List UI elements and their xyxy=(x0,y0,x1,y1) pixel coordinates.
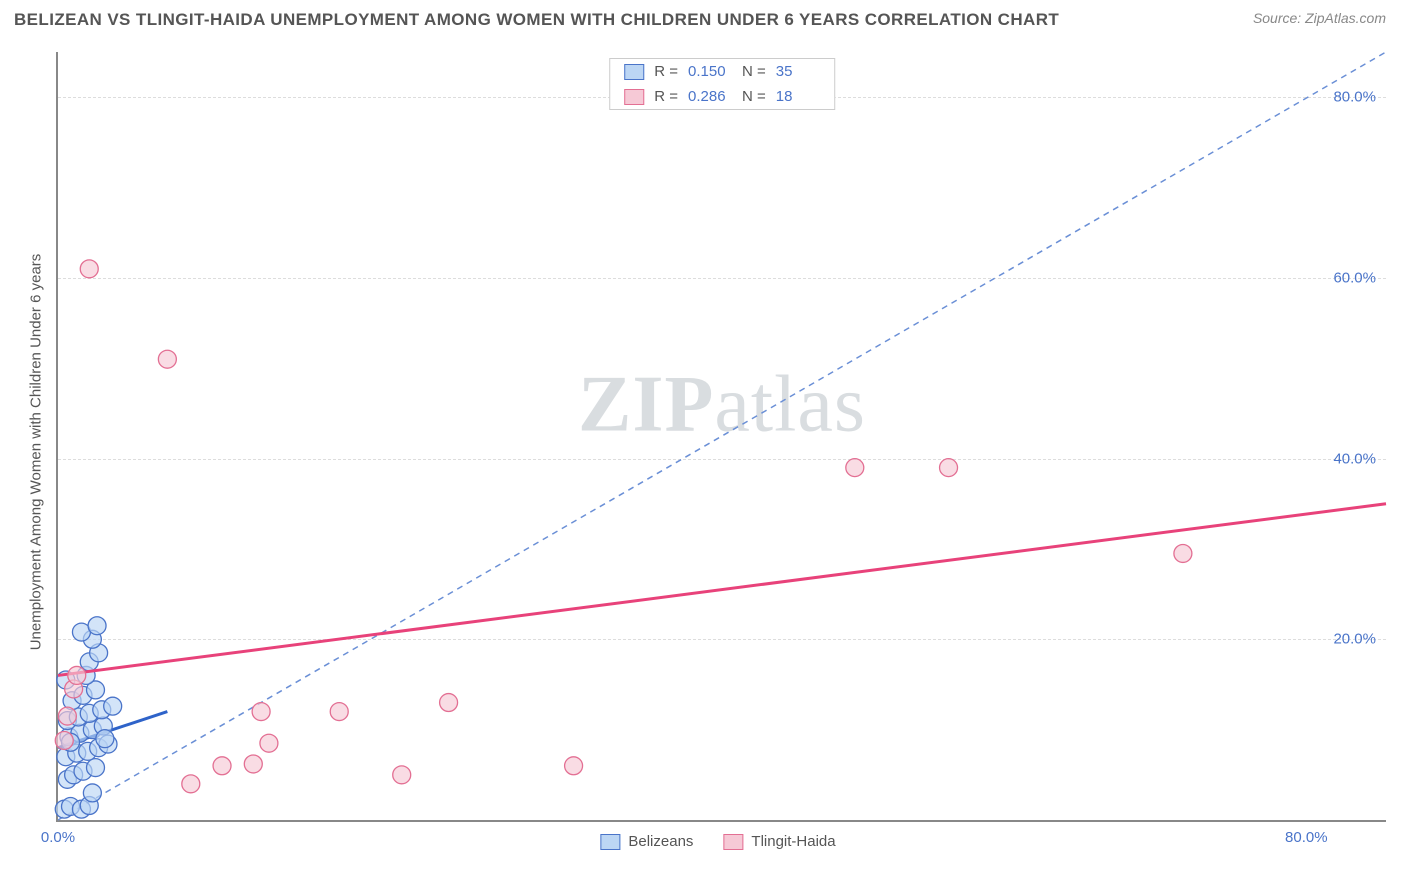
legend-item-0: Belizeans xyxy=(600,833,693,850)
data-point xyxy=(565,757,583,775)
data-point xyxy=(940,459,958,477)
legend-label-0: Belizeans xyxy=(628,833,693,850)
stat-r-value-1: 0.286 xyxy=(688,88,732,105)
data-point xyxy=(88,617,106,635)
swatch-tlingit-icon xyxy=(624,89,644,105)
data-point xyxy=(80,260,98,278)
data-point xyxy=(55,732,73,750)
legend-stats-row-1: R = 0.286 N = 18 xyxy=(610,84,834,109)
source-label: Source: ZipAtlas.com xyxy=(1253,10,1386,26)
stat-n-label: N = xyxy=(742,88,766,105)
data-point xyxy=(1174,544,1192,562)
plot-svg xyxy=(58,52,1386,820)
data-point xyxy=(104,697,122,715)
chart-area: Unemployment Among Women with Children U… xyxy=(50,52,1386,852)
swatch-tlingit-icon xyxy=(723,834,743,850)
data-point xyxy=(244,755,262,773)
legend-stats-row-0: R = 0.150 N = 35 xyxy=(610,59,834,84)
data-point xyxy=(68,666,86,684)
stat-r-label: R = xyxy=(654,63,678,80)
title-bar: BELIZEAN VS TLINGIT-HAIDA UNEMPLOYMENT A… xyxy=(0,0,1406,36)
data-point xyxy=(260,734,278,752)
data-point xyxy=(213,757,231,775)
stat-n-label: N = xyxy=(742,63,766,80)
legend-stats: R = 0.150 N = 35 R = 0.286 N = 18 xyxy=(609,58,835,110)
swatch-belizeans-icon xyxy=(600,834,620,850)
data-point xyxy=(58,707,76,725)
legend-label-1: Tlingit-Haida xyxy=(751,833,835,850)
data-point xyxy=(440,694,458,712)
data-point xyxy=(330,703,348,721)
swatch-belizeans-icon xyxy=(624,64,644,80)
x-tick-right: 80.0% xyxy=(1285,829,1328,846)
y-axis-label: Unemployment Among Women with Children U… xyxy=(28,254,45,651)
stat-r-label: R = xyxy=(654,88,678,105)
legend-item-1: Tlingit-Haida xyxy=(723,833,835,850)
x-tick-left: 0.0% xyxy=(41,829,75,846)
chart-title: BELIZEAN VS TLINGIT-HAIDA UNEMPLOYMENT A… xyxy=(14,10,1059,30)
data-point xyxy=(158,350,176,368)
data-point xyxy=(182,775,200,793)
stat-n-value-1: 18 xyxy=(776,88,820,105)
stat-r-value-0: 0.150 xyxy=(688,63,732,80)
trend-line-1 xyxy=(58,504,1386,676)
plot-region: ZIPatlas 20.0%40.0%60.0%80.0% 0.0% 80.0%… xyxy=(56,52,1386,822)
stat-n-value-0: 35 xyxy=(776,63,820,80)
data-point xyxy=(87,759,105,777)
data-point xyxy=(846,459,864,477)
legend-bottom: Belizeans Tlingit-Haida xyxy=(600,833,835,850)
data-point xyxy=(393,766,411,784)
data-point xyxy=(252,703,270,721)
data-point xyxy=(83,784,101,802)
data-point xyxy=(96,730,114,748)
